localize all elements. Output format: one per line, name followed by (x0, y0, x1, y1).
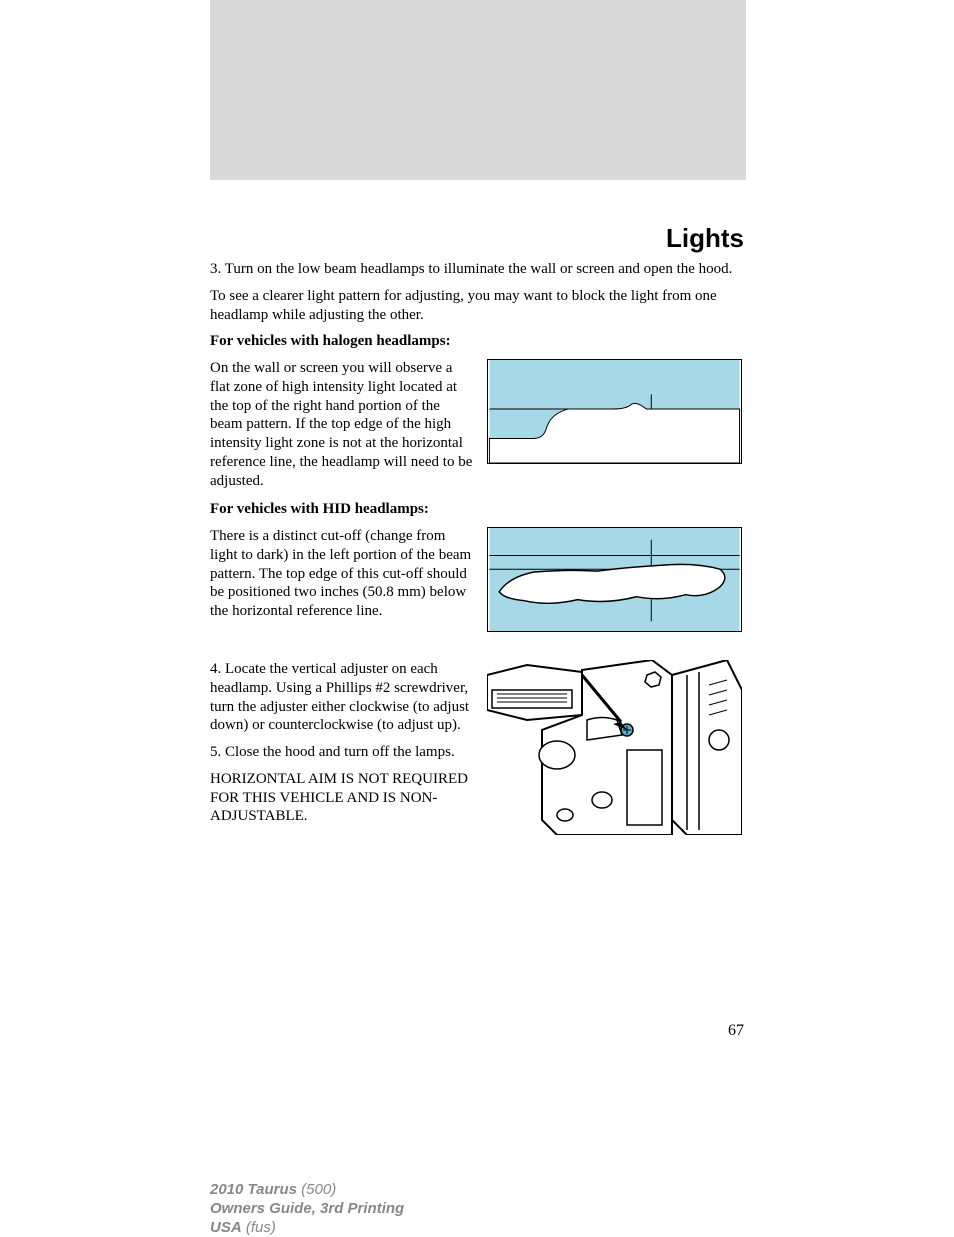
halogen-body: On the wall or screen you will observe a… (210, 359, 475, 490)
hid-beam-diagram (487, 527, 742, 632)
footer: 2010 Taurus (500) Owners Guide, 3rd Prin… (210, 1181, 404, 1237)
footer-region: USA (210, 1219, 242, 1236)
step-5: 5. Close the hood and turn off the lamps… (210, 743, 475, 762)
page-content: 3. Turn on the low beam headlamps to ill… (210, 260, 746, 845)
footer-code: (500) (297, 1181, 336, 1198)
footer-region-code: (fus) (242, 1219, 276, 1236)
adjuster-diagram (487, 660, 742, 835)
header-gray-block (210, 0, 746, 180)
adjuster-row: 4. Locate the vertical adjuster on each … (210, 660, 746, 835)
step-3: 3. Turn on the low beam headlamps to ill… (210, 260, 746, 279)
halogen-heading: For vehicles with halogen headlamps: (210, 332, 746, 351)
step-3-note: To see a clearer light pattern for adjus… (210, 287, 746, 325)
section-title: Lights (666, 223, 744, 254)
horizontal-aim-note: HORIZONTAL AIM IS NOT REQUIRED FOR THIS … (210, 770, 475, 826)
step-4: 4. Locate the vertical adjuster on each … (210, 660, 475, 735)
hid-heading: For vehicles with HID headlamps: (210, 500, 746, 519)
footer-guide: Owners Guide, 3rd Printing (210, 1200, 404, 1219)
hid-body: There is a distinct cut-off (change from… (210, 527, 475, 621)
hid-row: There is a distinct cut-off (change from… (210, 527, 746, 632)
halogen-row: On the wall or screen you will observe a… (210, 359, 746, 490)
halogen-beam-diagram (487, 359, 742, 464)
footer-model: 2010 Taurus (210, 1181, 297, 1198)
page-number: 67 (728, 1022, 744, 1040)
